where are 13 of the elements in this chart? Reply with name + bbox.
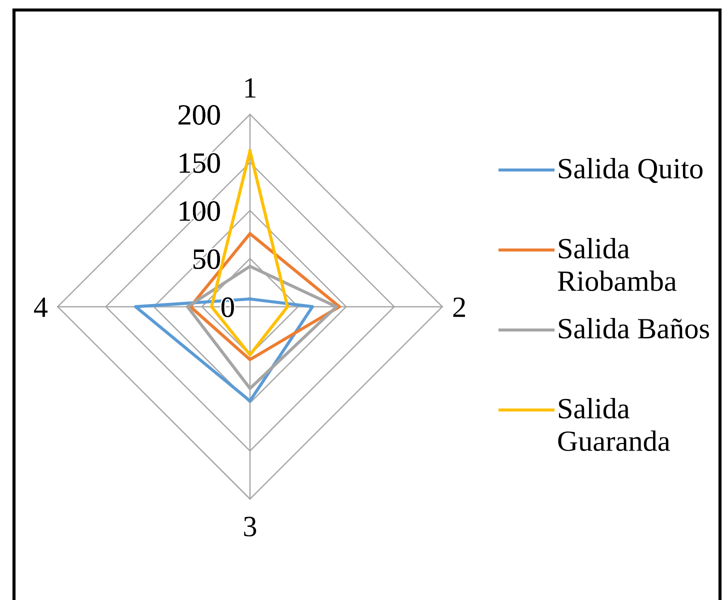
legend-label: Salida Baños: [558, 318, 710, 339]
y-tick-label: 200: [178, 105, 220, 125]
y-tick-label: 50: [194, 249, 220, 270]
spoke-label: 3: [244, 516, 256, 536]
legend-label: Salida Guaranda: [558, 398, 670, 452]
spoke-label: 2: [453, 298, 465, 317]
spoke-label: 1: [245, 78, 256, 98]
legend-label: Salida Quito: [558, 158, 703, 183]
legend-label: Salida Riobamba: [558, 238, 676, 292]
y-tick-label: 100: [180, 201, 220, 221]
y-tick-label: 0: [222, 297, 234, 318]
y-tick-label: 150: [180, 153, 220, 173]
spoke-label: 4: [34, 298, 48, 317]
